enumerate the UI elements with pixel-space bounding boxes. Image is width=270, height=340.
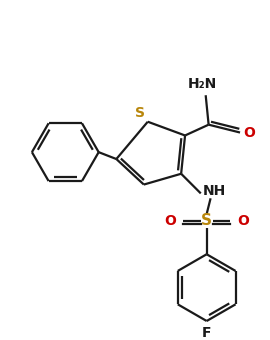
Text: O: O: [243, 125, 255, 139]
Text: S: S: [201, 214, 212, 228]
Text: F: F: [202, 326, 211, 340]
Text: O: O: [237, 214, 249, 228]
Text: S: S: [135, 106, 145, 120]
Text: H₂N: H₂N: [188, 78, 217, 91]
Text: O: O: [164, 214, 176, 228]
Text: NH: NH: [203, 184, 226, 199]
